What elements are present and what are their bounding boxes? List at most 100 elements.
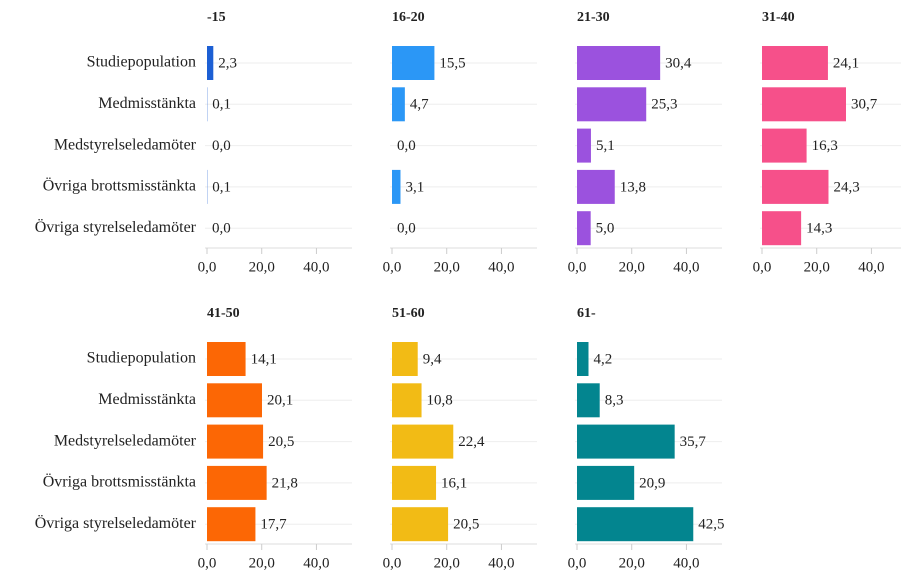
x-tick-label: 0,0	[383, 259, 402, 275]
x-tick-label: 40,0	[303, 259, 329, 275]
bar	[392, 169, 401, 204]
category-label: Studiepopulation	[87, 54, 196, 71]
panel-title: 61-	[577, 306, 596, 321]
bar	[207, 342, 246, 376]
value-label: 2,3	[218, 55, 237, 71]
bar	[392, 424, 454, 459]
value-label: 30,7	[851, 97, 878, 113]
value-label: 14,3	[806, 221, 832, 237]
value-label: 14,1	[251, 351, 277, 367]
category-label: Medstyrelseledamöter	[54, 432, 197, 449]
value-label: 0,1	[212, 179, 231, 195]
value-label: 0,1	[212, 97, 231, 113]
x-tick-label: 0,0	[383, 555, 402, 571]
x-tick-label: 0,0	[753, 259, 772, 275]
value-label: 42,5	[698, 517, 724, 533]
value-label: 4,7	[410, 97, 429, 113]
bar	[207, 383, 262, 418]
value-label: 16,3	[812, 138, 838, 154]
bar	[577, 342, 589, 376]
x-tick-label: 0,0	[198, 259, 217, 275]
bar	[577, 507, 694, 542]
bar	[577, 87, 647, 122]
value-label: 17,7	[260, 517, 287, 533]
category-label: Studiepopulation	[87, 350, 196, 367]
bar	[577, 465, 635, 500]
value-label: 0,0	[212, 138, 231, 154]
bar	[207, 507, 256, 542]
bar	[392, 342, 418, 376]
category-label: Medmisstänkta	[98, 391, 196, 408]
x-tick-label: 20,0	[804, 259, 830, 275]
bar	[762, 128, 807, 163]
x-tick-label: 40,0	[303, 555, 329, 571]
category-label: Övriga brottsmisstänkta	[43, 473, 196, 491]
bar	[577, 383, 600, 418]
value-label: 20,5	[453, 517, 479, 533]
x-tick-label: 40,0	[488, 555, 514, 571]
value-label: 35,7	[680, 434, 707, 450]
x-tick-label: 20,0	[434, 555, 460, 571]
bar	[392, 87, 405, 122]
bar	[762, 211, 802, 246]
bar	[392, 46, 435, 80]
x-tick-label: 0,0	[198, 555, 217, 571]
value-label: 15,5	[439, 55, 465, 71]
bar	[762, 46, 828, 80]
category-label: Medstyrelseledamöter	[54, 136, 197, 153]
bar	[207, 465, 267, 500]
bar	[762, 87, 846, 122]
bar	[392, 383, 422, 418]
value-label: 13,8	[620, 179, 646, 195]
value-label: 20,9	[639, 475, 665, 491]
value-label: 9,4	[423, 351, 442, 367]
x-tick-label: 40,0	[673, 259, 699, 275]
value-label: 10,8	[427, 393, 453, 409]
value-label: 5,0	[596, 221, 615, 237]
x-tick-label: 40,0	[488, 259, 514, 275]
bar	[577, 424, 675, 459]
value-label: 20,5	[268, 434, 294, 450]
category-label: Medmisstänkta	[98, 95, 196, 112]
category-label: Övriga styrelseledamöter	[35, 514, 197, 532]
value-label: 5,1	[596, 138, 615, 154]
value-label: 16,1	[441, 475, 467, 491]
panel-title: -15	[207, 10, 226, 25]
x-tick-label: 20,0	[434, 259, 460, 275]
bar	[207, 424, 264, 459]
value-label: 30,4	[665, 55, 692, 71]
value-label: 24,1	[833, 55, 859, 71]
x-tick-label: 20,0	[619, 555, 645, 571]
value-label: 25,3	[651, 97, 677, 113]
bar	[577, 128, 591, 163]
bar	[207, 46, 214, 80]
value-label: 0,0	[397, 221, 416, 237]
bar	[762, 169, 829, 204]
bar	[392, 465, 437, 500]
panel-title: 51-60	[392, 306, 425, 321]
bar	[577, 211, 591, 246]
panel-title: 21-30	[577, 10, 610, 25]
x-tick-label: 20,0	[249, 259, 275, 275]
value-label: 4,2	[593, 351, 612, 367]
value-label: 21,8	[272, 475, 298, 491]
value-label: 22,4	[458, 434, 485, 450]
x-tick-label: 40,0	[673, 555, 699, 571]
category-label: Övriga brottsmisstänkta	[43, 177, 196, 195]
value-label: 3,1	[405, 179, 424, 195]
value-label: 8,3	[605, 393, 624, 409]
panel-title: 16-20	[392, 10, 425, 25]
panel-title: 31-40	[762, 10, 795, 25]
bar	[392, 507, 449, 542]
value-label: 24,3	[833, 179, 859, 195]
x-tick-label: 20,0	[249, 555, 275, 571]
value-label: 20,1	[267, 393, 293, 409]
x-tick-label: 20,0	[619, 259, 645, 275]
x-tick-label: 40,0	[858, 259, 884, 275]
value-label: 0,0	[397, 138, 416, 154]
value-label: 0,0	[212, 221, 231, 237]
x-tick-label: 0,0	[568, 555, 587, 571]
x-tick-label: 0,0	[568, 259, 587, 275]
bar	[577, 46, 661, 80]
